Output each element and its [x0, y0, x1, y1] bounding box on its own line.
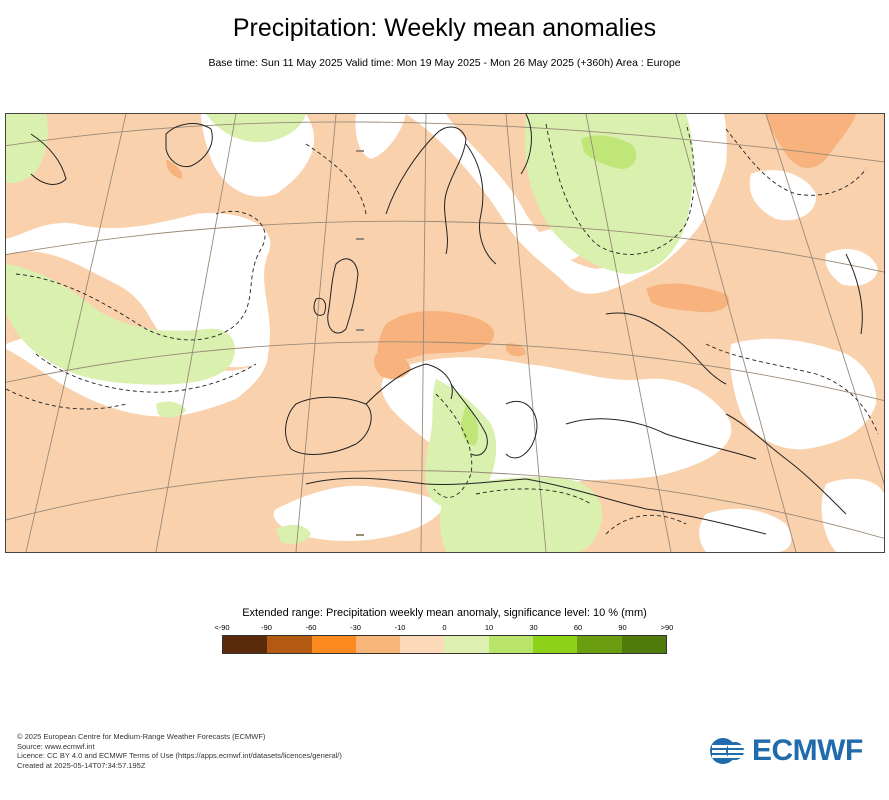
- footer-source[interactable]: Source: www.ecmwf.int: [17, 741, 95, 751]
- ecmwf-logo-icon: [710, 738, 748, 764]
- legend-label: -90: [261, 623, 272, 632]
- map-subtitle: Base time: Sun 11 May 2025 Valid time: M…: [208, 57, 681, 69]
- legend-swatch: [223, 636, 268, 653]
- legend-label: 90: [618, 623, 627, 632]
- footer-copyright: © 2025 European Centre for Medium-Range …: [17, 732, 266, 741]
- legend-label: >90: [660, 623, 674, 632]
- legend-swatch: [621, 636, 666, 653]
- legend-label: 30: [529, 623, 538, 632]
- legend-label: 0: [442, 623, 447, 632]
- map-canvas: [6, 114, 884, 552]
- ecmwf-logo-text: ECMWF: [752, 734, 863, 767]
- legend-swatch: [311, 636, 356, 653]
- coastlines: [30, 114, 863, 535]
- legend-label: -10: [394, 623, 406, 632]
- legend-swatch: [533, 636, 578, 653]
- graticule: [6, 114, 884, 552]
- legend-title: Extended range: Precipitation weekly mea…: [242, 607, 647, 619]
- negative-medium-regions: [166, 114, 856, 380]
- legend-swatch: [488, 636, 534, 653]
- legend-swatch: [355, 636, 401, 653]
- legend-swatch: [267, 636, 312, 653]
- positive-anomaly-regions: [6, 114, 694, 552]
- footer-licence[interactable]: Licence: CC BY 4.0 and ECMWF Terms of Us…: [17, 751, 342, 760]
- legend-label: -60: [305, 623, 317, 632]
- legend-labels: <-90 -90 -60 -30 -10 0 10 30 60 90 >90: [214, 623, 673, 635]
- legend-label: 60: [573, 623, 583, 632]
- legend-swatch: [577, 636, 622, 653]
- europe-anomaly-map[interactable]: [5, 113, 885, 553]
- legend-label: <-90: [214, 623, 230, 632]
- significance-contours: [6, 123, 879, 535]
- legend-swatch: [444, 636, 489, 653]
- legend-swatch: [400, 636, 445, 653]
- legend-colorbar: [222, 635, 667, 654]
- footer-credits: © 2025 European Centre for Medium-Range …: [17, 732, 342, 770]
- legend-label: -30: [350, 623, 361, 632]
- legend-label: 10: [484, 623, 494, 632]
- footer-created: Created at 2025-05-14T07:34:57.195Z: [17, 760, 146, 770]
- map-title: Precipitation: Weekly mean anomalies: [232, 14, 657, 42]
- graticule-ticks: [356, 150, 364, 536]
- ecmwf-logo[interactable]: ECMWF: [708, 734, 873, 768]
